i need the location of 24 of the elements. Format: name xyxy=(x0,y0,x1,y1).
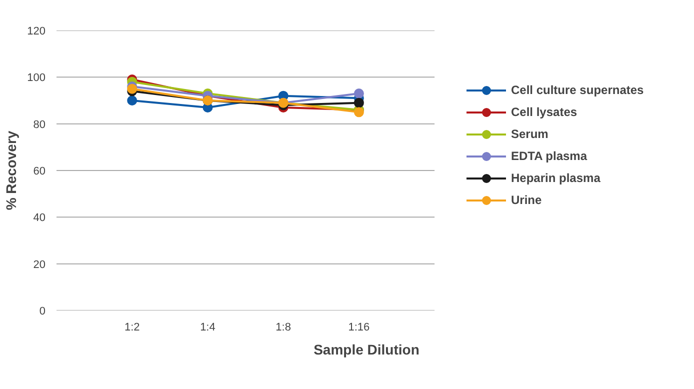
legend-label: Cell lysates xyxy=(511,105,578,119)
x-tick-label: 1:8 xyxy=(276,322,291,334)
legend-label: Urine xyxy=(511,193,542,207)
y-tick-label: 80 xyxy=(33,118,46,131)
point xyxy=(354,107,364,118)
x-tick-label: 1:2 xyxy=(124,322,140,334)
legend-label: Serum xyxy=(511,127,548,141)
y-tick-label: 100 xyxy=(27,72,46,84)
x-axis-title: Sample Dilution xyxy=(314,342,420,358)
point xyxy=(127,84,138,94)
point xyxy=(354,88,364,98)
y-tick-label: 0 xyxy=(39,306,46,318)
y-tick-label: 120 xyxy=(27,26,46,38)
x-tick-label: 1:4 xyxy=(200,322,216,334)
y-axis-title: % Recovery xyxy=(3,130,20,210)
point xyxy=(127,96,138,106)
legend-label: EDTA plasma xyxy=(511,149,588,163)
y-tick-label: 40 xyxy=(33,212,46,224)
legend-label: Cell culture supernates xyxy=(511,83,644,97)
legend-label: Heparin plasma xyxy=(511,171,600,185)
x-tick-label: 1:16 xyxy=(348,322,370,334)
y-tick-label: 20 xyxy=(33,258,46,271)
point xyxy=(354,98,364,108)
y-tick-label: 60 xyxy=(33,166,46,178)
